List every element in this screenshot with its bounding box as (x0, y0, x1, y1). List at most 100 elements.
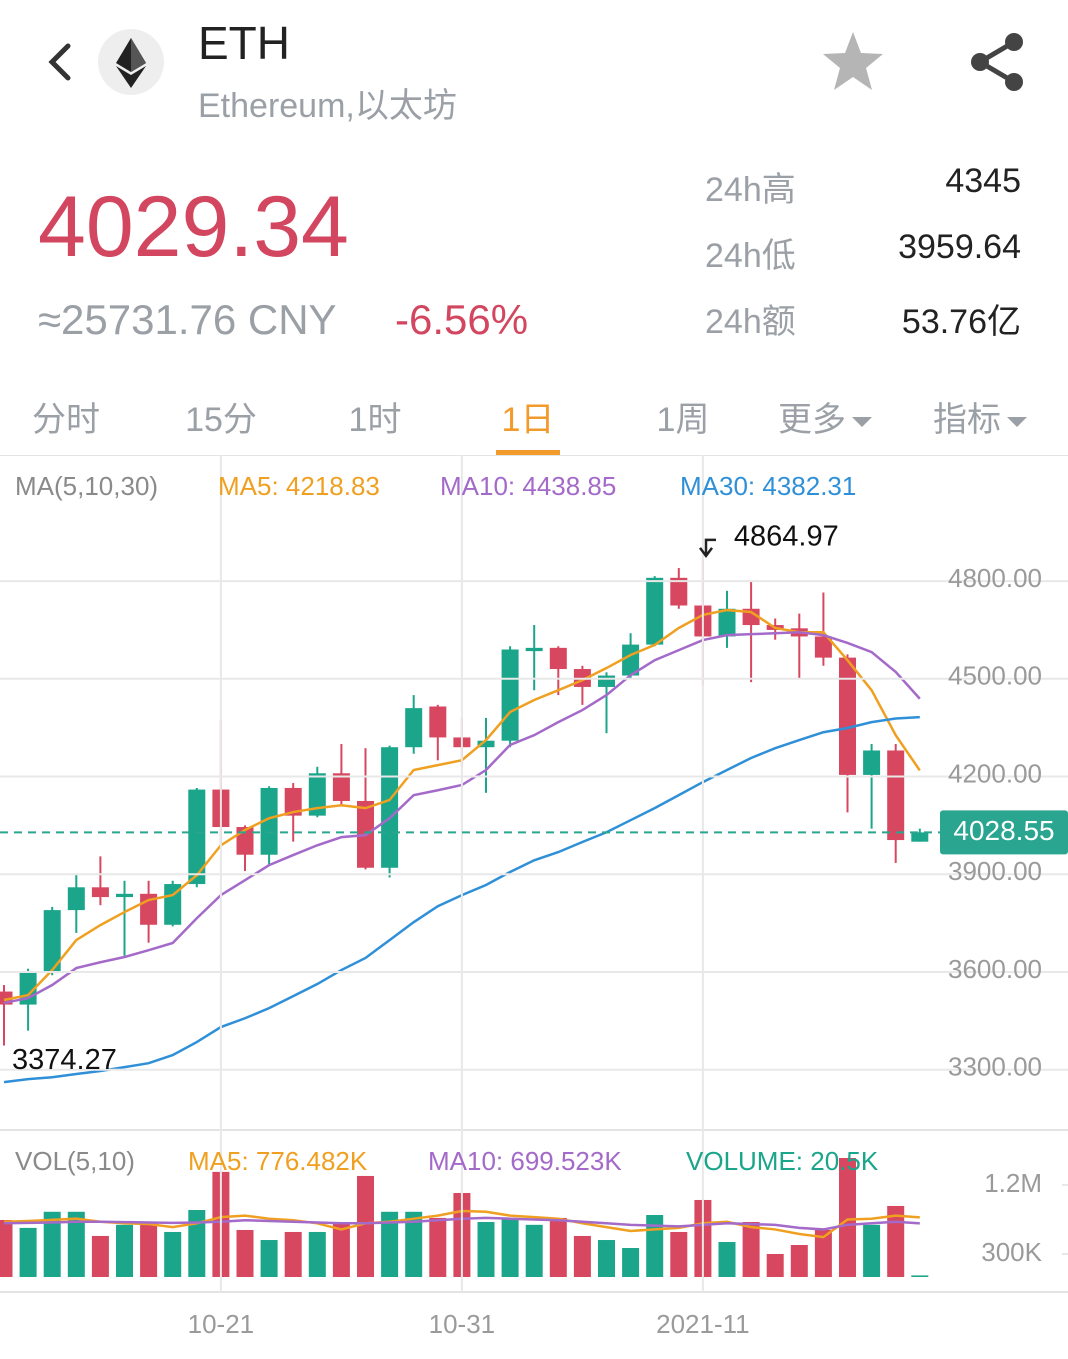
price-cny: ≈25731.76 CNY (38, 296, 337, 343)
volume-bar (43, 1211, 61, 1277)
y-tick-label: 4500.00 (948, 661, 1042, 691)
y-tick-label: 3900.00 (948, 856, 1042, 886)
volume-bar (911, 1275, 929, 1277)
tab-label[interactable]: 15分 (185, 401, 257, 439)
candle-body (332, 773, 350, 801)
candle-body (308, 773, 326, 816)
volume-bar (188, 1210, 206, 1277)
volume-bar (742, 1221, 760, 1277)
ma-legend-title: MA(5,10,30) (15, 471, 158, 501)
favorite-star[interactable] (820, 30, 886, 94)
stat-value: 53.76亿 (901, 303, 1021, 341)
candle-body (477, 740, 495, 748)
volume-bar (308, 1231, 326, 1277)
tab[interactable]: 1日 (448, 392, 608, 441)
volume-bar (19, 1227, 37, 1277)
min-label: 3374.27 (12, 1044, 117, 1076)
tab-label[interactable]: 指标 (933, 401, 1001, 439)
candle-body (718, 608, 736, 637)
max-label: 4864.97 (734, 521, 839, 553)
eth-logo (98, 29, 164, 95)
volume-ma-legend: MA10: 699.523K (428, 1146, 622, 1176)
volume-bar (116, 1224, 133, 1277)
stat-value: 4345 (945, 162, 1021, 200)
ma-legend: MA10: 4438.85 (440, 471, 616, 501)
candle-body (91, 887, 109, 898)
candle-body (164, 884, 182, 925)
y-tick-label: 4200.00 (948, 758, 1042, 788)
ma-legend: MA30: 4382.31 (680, 471, 856, 501)
volume-bar (863, 1224, 881, 1277)
y-tick-label: 3600.00 (948, 954, 1042, 984)
volume-bar (405, 1211, 423, 1277)
candle-body (188, 789, 206, 885)
price: 4029.34 (38, 179, 349, 275)
stat-row: 24h高 4345 (705, 162, 1021, 228)
tab[interactable]: 1时 (295, 392, 455, 441)
volume-bar (670, 1231, 688, 1277)
volume-bar (501, 1217, 519, 1277)
volume-bar (236, 1229, 254, 1277)
volume-bar (260, 1240, 278, 1277)
tab-indicator (496, 450, 560, 455)
tab-label[interactable]: 1周 (656, 401, 710, 439)
volume-bar (67, 1211, 85, 1277)
volume-bar (887, 1205, 905, 1277)
candle-body (525, 647, 543, 652)
volume-bar (0, 1219, 13, 1277)
x-tick-label: 10-21 (188, 1309, 255, 1339)
volume-bar (332, 1221, 350, 1277)
volume-bar (91, 1235, 109, 1277)
share-button[interactable] (966, 30, 1030, 94)
volume-bar (164, 1231, 182, 1277)
volume-bar (622, 1247, 640, 1277)
volume-bar (284, 1231, 302, 1277)
candle-body (863, 750, 881, 775)
volume-bar (429, 1217, 447, 1277)
candle-body (116, 893, 133, 898)
volume-bar (790, 1245, 808, 1277)
tab[interactable]: 1周 (603, 392, 763, 441)
volume-bar (357, 1175, 374, 1277)
tab-label[interactable]: 1日 (501, 401, 555, 439)
coin-name: Ethereum,以太坊 (198, 87, 457, 125)
candle-body (429, 706, 447, 738)
candle-body (598, 675, 615, 687)
y-tick-label: 1.2M (984, 1168, 1042, 1198)
last-price-label: 4028.55 (953, 815, 1054, 846)
candle-body (405, 708, 423, 748)
volume-bar (814, 1229, 832, 1277)
max-arrow (699, 538, 716, 558)
volume-bar (598, 1240, 615, 1277)
volume-legend-title: VOL(5,10) (15, 1146, 135, 1176)
stat-row: 24h低 3959.64 (705, 228, 1021, 294)
coin-symbol: ETH (198, 17, 290, 69)
tab[interactable]: 指标 (900, 392, 1060, 441)
candle-body (284, 787, 302, 816)
candle-body (911, 832, 929, 842)
y-tick-label: 4800.00 (948, 563, 1042, 593)
tab[interactable]: 更多 (745, 392, 905, 441)
volume-bar (839, 1158, 856, 1277)
y-tick-label: 3300.00 (948, 1052, 1042, 1082)
stat-value: 3959.64 (898, 228, 1021, 266)
back-button[interactable] (40, 40, 84, 84)
tab[interactable]: 分时 (0, 392, 146, 441)
stat-label: 24h高 (705, 171, 796, 209)
candle-body (814, 636, 832, 658)
volume-bar (525, 1224, 543, 1277)
last-price-box (940, 810, 1068, 855)
chart: 3300.00 3600.00 3900.00 4200.00 4500.00 4800.… (0, 455, 1068, 1339)
y-tick-label: 300K (981, 1237, 1042, 1267)
candle-body (839, 657, 856, 775)
stat-row: 24h额 53.76亿 (705, 294, 1021, 360)
volume-bar (549, 1217, 567, 1277)
tab-label[interactable]: 更多 (778, 401, 846, 439)
price-change: -6.56% (395, 296, 529, 343)
volume-bar (381, 1211, 399, 1277)
tab-label[interactable]: 分时 (32, 401, 100, 439)
candle-body (646, 577, 664, 645)
tab[interactable]: 15分 (141, 392, 301, 441)
tab-label[interactable]: 1时 (348, 401, 402, 439)
stat-label: 24h低 (705, 237, 796, 275)
